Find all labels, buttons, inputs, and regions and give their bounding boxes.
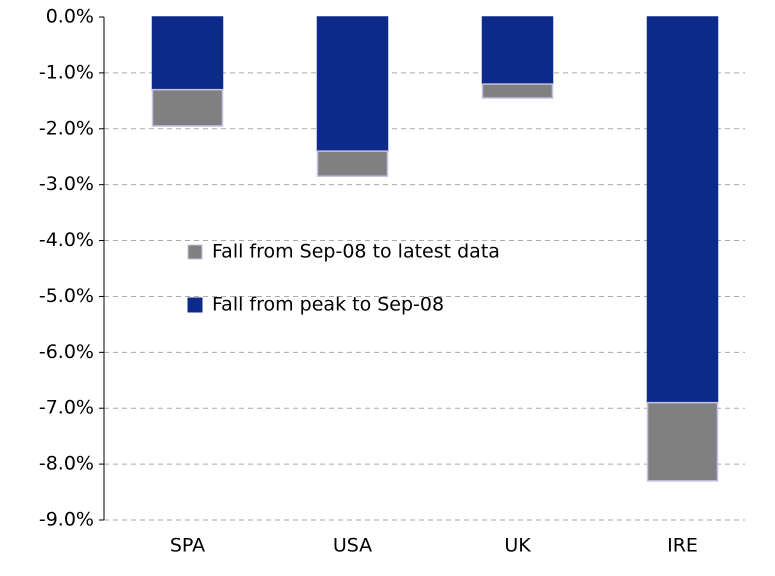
bar	[646, 401, 719, 482]
y-tick-label: -5.0%	[39, 285, 94, 307]
x-tick-label: IRE	[667, 535, 698, 557]
legend-label: Fall from Sep-08 to latest data	[212, 241, 500, 263]
y-tick-label: -9.0%	[39, 509, 94, 531]
y-tick-label: 0.0%	[46, 6, 94, 28]
bar	[151, 16, 224, 91]
legend-swatch	[187, 297, 203, 313]
y-tick-label: -7.0%	[39, 397, 94, 419]
bar	[151, 88, 224, 127]
legend-swatch	[187, 244, 203, 260]
x-tick-label: USA	[333, 535, 372, 557]
y-tick-label: -6.0%	[39, 341, 94, 363]
y-tick-label: -2.0%	[39, 117, 94, 139]
bar	[646, 16, 719, 404]
x-tick-label: UK	[504, 535, 531, 557]
y-tick-label: -3.0%	[39, 173, 94, 195]
bar	[316, 16, 389, 152]
x-tick-label: SPA	[170, 535, 205, 557]
bar	[316, 150, 389, 178]
y-tick-label: -1.0%	[39, 61, 94, 83]
y-tick-label: -4.0%	[39, 229, 94, 251]
legend-label: Fall from peak to Sep-08	[212, 294, 444, 316]
bar	[481, 16, 554, 85]
bar	[481, 83, 554, 99]
y-tick-label: -8.0%	[39, 453, 94, 475]
